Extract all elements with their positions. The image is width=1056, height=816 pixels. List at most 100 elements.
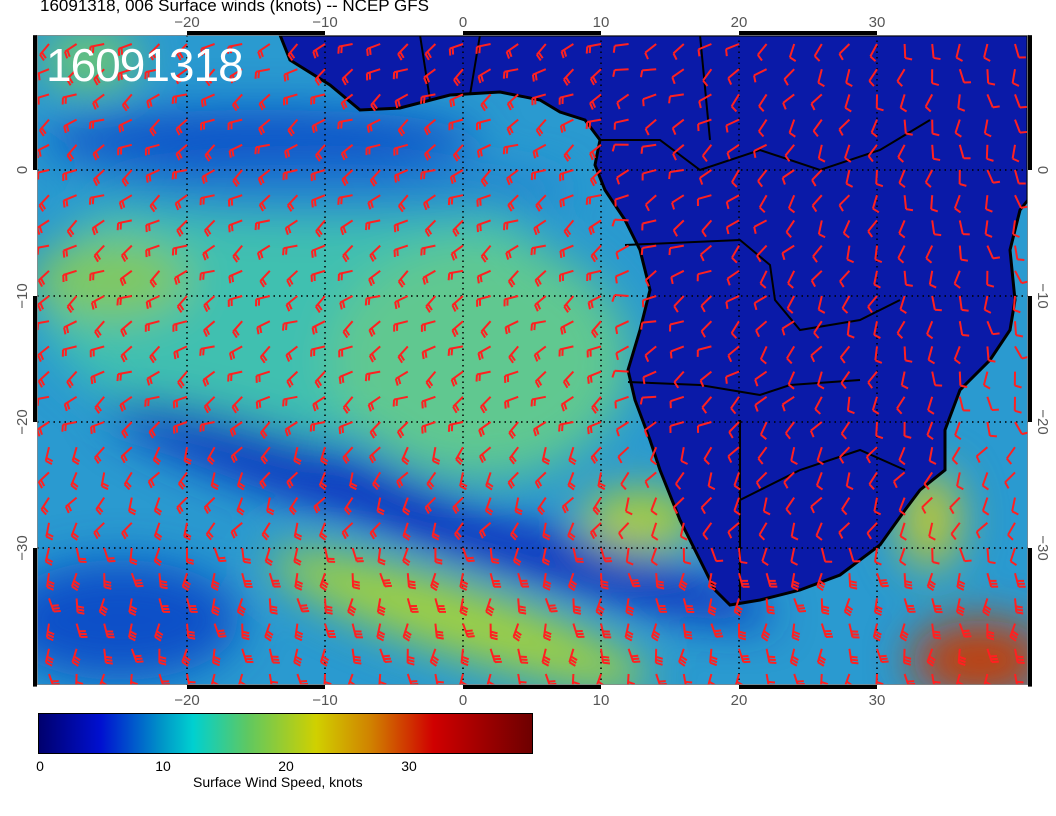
wind-barb xyxy=(480,93,492,112)
colorbar-label: 30 xyxy=(401,758,417,774)
wind-barb xyxy=(393,219,409,233)
wind-barb xyxy=(231,93,243,112)
wind-barb xyxy=(650,522,659,541)
lon-scale-segment xyxy=(463,31,601,35)
wind-barb xyxy=(842,219,851,239)
lat-scale-segment xyxy=(1028,170,1032,296)
wind-barb xyxy=(154,623,164,642)
wind-barb xyxy=(256,320,271,335)
wind-barb xyxy=(508,345,519,364)
wind-barb xyxy=(75,623,88,639)
wind-barb xyxy=(931,371,943,387)
wind-barb xyxy=(1014,119,1028,134)
wind-barb xyxy=(397,118,409,137)
wind-barb xyxy=(790,547,799,566)
wind-barb xyxy=(571,673,580,685)
wind-barb xyxy=(177,471,188,490)
wind-barb xyxy=(421,345,436,360)
wind-barb xyxy=(117,143,133,156)
wind-barb xyxy=(92,144,105,161)
wind-barb xyxy=(542,522,551,541)
wind-barb xyxy=(644,270,657,287)
wind-barb xyxy=(951,446,961,465)
wind-barb xyxy=(121,522,133,540)
wind-barb xyxy=(950,522,961,541)
wind-barb xyxy=(70,522,79,541)
wind-barb xyxy=(678,648,688,667)
wind-barb xyxy=(561,496,575,514)
lon-tick-label: 0 xyxy=(459,692,467,709)
wind-barb xyxy=(793,598,807,613)
wind-barb xyxy=(282,169,298,181)
wind-barb xyxy=(176,295,188,313)
wind-barb xyxy=(986,396,999,412)
wind-barb xyxy=(568,446,577,466)
wind-barb xyxy=(875,673,884,685)
wind-barb xyxy=(616,93,630,110)
wind-barb xyxy=(241,623,250,641)
wind-barb xyxy=(144,395,160,407)
wind-barb xyxy=(236,497,245,516)
wind-barb xyxy=(153,547,163,566)
wind-barb xyxy=(228,143,243,158)
wind-barb xyxy=(90,421,105,434)
wind-barb xyxy=(958,144,971,160)
wind-barb xyxy=(342,396,354,414)
wind-barb xyxy=(639,395,657,405)
wind-barb xyxy=(535,194,547,212)
wind-barb xyxy=(145,219,160,233)
wind-barb xyxy=(204,68,216,87)
lat-scale-segment xyxy=(33,548,37,687)
wind-barb xyxy=(315,144,326,162)
wind-barb xyxy=(567,572,578,592)
wind-barb xyxy=(425,295,437,313)
wind-barb xyxy=(319,572,329,592)
wind-barb xyxy=(369,522,381,540)
wind-barb xyxy=(986,421,997,438)
wind-barb xyxy=(310,269,326,282)
wind-barb xyxy=(892,471,906,489)
wind-barb xyxy=(258,93,271,111)
wind-barb xyxy=(286,471,299,489)
wind-barb xyxy=(479,396,492,414)
wind-barb xyxy=(931,144,941,162)
wind-barb xyxy=(809,421,823,438)
wind-barb xyxy=(558,345,574,357)
wind-barb xyxy=(447,269,464,281)
wind-barb xyxy=(285,295,299,312)
wind-barb xyxy=(315,219,326,238)
wind-barb xyxy=(586,269,602,282)
wind-barb xyxy=(66,370,78,389)
wind-barb xyxy=(227,118,243,131)
wind-barb xyxy=(402,497,411,516)
wind-barb xyxy=(535,43,547,62)
wind-barb xyxy=(986,245,1001,260)
wind-barb xyxy=(296,598,310,613)
wind-barb xyxy=(201,169,216,184)
wind-barb xyxy=(728,421,740,439)
wind-barb xyxy=(174,68,188,85)
wind-barb xyxy=(39,118,50,137)
wind-barb xyxy=(589,522,602,540)
wind-barb xyxy=(282,93,298,106)
wind-barb xyxy=(420,93,436,104)
wind-barb xyxy=(600,547,613,563)
wind-barb xyxy=(559,194,574,208)
wind-barb xyxy=(612,68,629,78)
wind-barb xyxy=(429,648,440,667)
wind-barb xyxy=(121,93,133,112)
wind-barb xyxy=(66,68,78,86)
wind-barb xyxy=(898,169,906,188)
wind-barb xyxy=(434,623,444,640)
wind-barb xyxy=(176,496,188,515)
wind-barb xyxy=(931,119,940,137)
wind-barb xyxy=(342,244,354,263)
wind-barb xyxy=(903,43,913,61)
wind-barb xyxy=(1012,220,1020,238)
lat-tick-label: 0 xyxy=(1034,166,1051,174)
wind-barb xyxy=(926,320,934,340)
wind-barb xyxy=(871,194,880,214)
wind-barb xyxy=(928,522,936,541)
lon-tick-label: −20 xyxy=(174,14,199,31)
wind-barb xyxy=(293,522,303,541)
